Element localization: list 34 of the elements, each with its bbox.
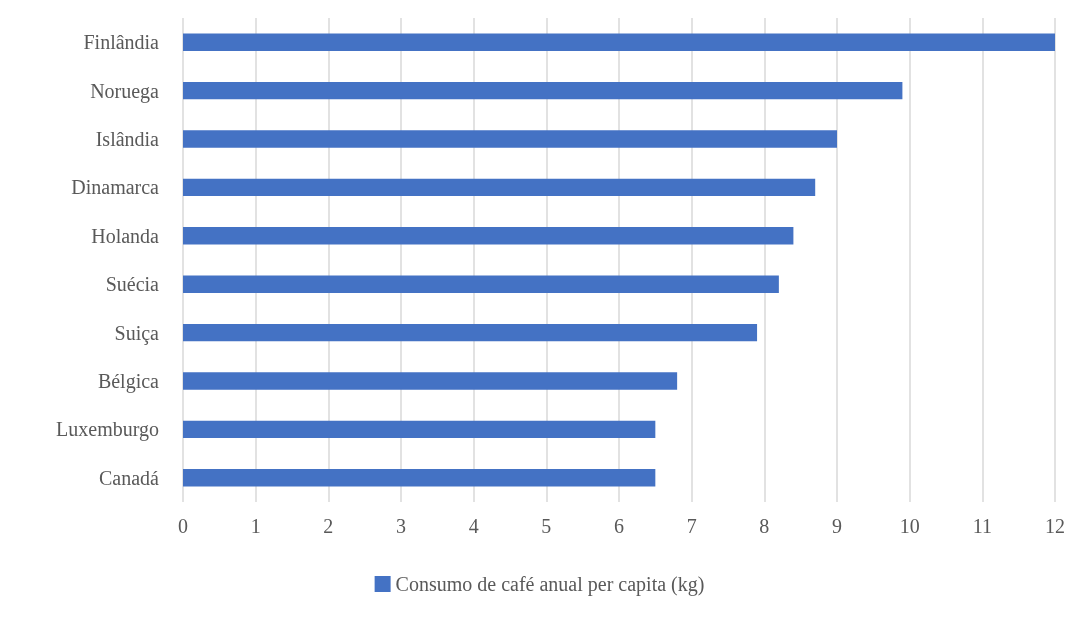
y-tick-label: Canadá: [99, 466, 160, 489]
x-tick-label: 3: [396, 515, 406, 537]
bar: [183, 130, 837, 148]
x-tick-label: 11: [972, 515, 992, 537]
y-tick-label: Dinamarca: [71, 176, 160, 199]
bar: [183, 81, 903, 100]
x-tick-label: 9: [832, 515, 842, 537]
y-tick-label: Noruega: [90, 79, 160, 103]
bar: [183, 178, 816, 197]
y-tick-label: Suiça: [114, 321, 160, 345]
x-tick-label: 6: [614, 515, 624, 537]
legend-label: Consumo de café anual per capita (kg): [395, 573, 705, 596]
bar: [183, 227, 794, 245]
bar: [183, 372, 678, 390]
y-tick-label: Islândia: [95, 128, 160, 150]
x-tick-label: 1: [250, 515, 261, 537]
bar: [183, 275, 779, 293]
bar: [183, 323, 758, 342]
x-tick-label: 5: [541, 515, 552, 537]
y-tick-label: Luxemburgo: [56, 418, 159, 442]
y-tick-label: Holanda: [91, 224, 160, 247]
x-tick-label: 12: [1045, 515, 1065, 537]
x-tick-label: 8: [759, 515, 770, 537]
y-tick-label: Suécia: [105, 273, 160, 296]
bar: [183, 420, 656, 439]
x-tick-label: 2: [323, 515, 334, 537]
bar: [183, 469, 656, 487]
bar: [183, 33, 1055, 51]
y-tick-label: Finlândia: [83, 31, 160, 54]
y-tick-label: Bélgica: [97, 370, 160, 393]
x-tick-label: 0: [178, 515, 188, 537]
x-tick-label: 4: [468, 515, 479, 537]
x-tick-label: 10: [899, 515, 920, 537]
x-tick-label: 7: [686, 515, 697, 537]
